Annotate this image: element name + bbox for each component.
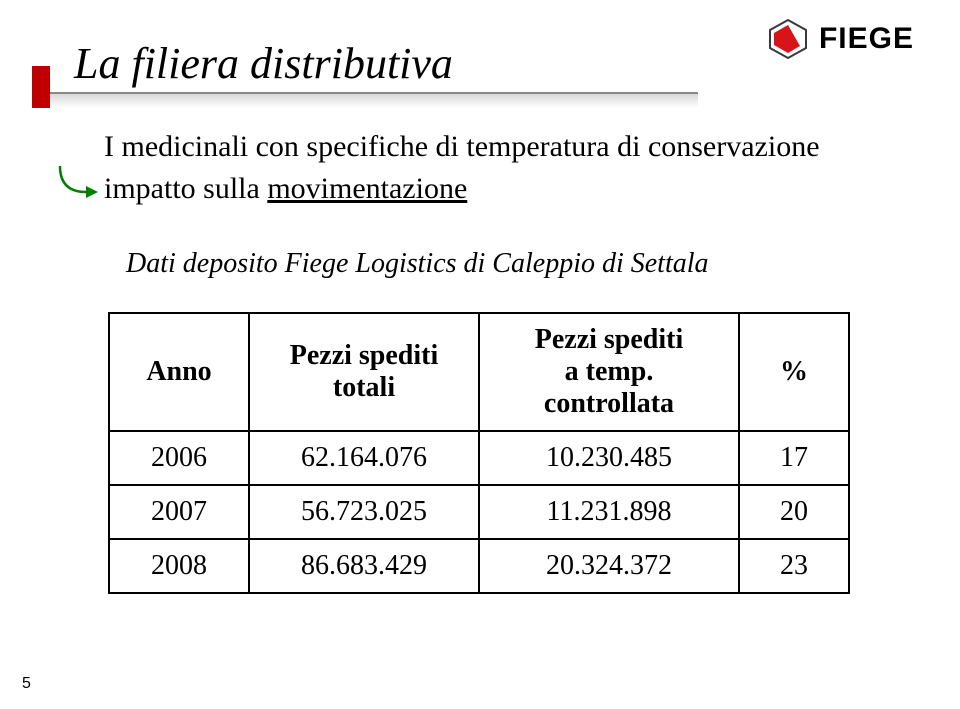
col-header-temp-l1: Pezzi spediti [535, 324, 684, 355]
body-line-2: impatto sulla movimentazione [104, 172, 467, 206]
cell-anno: 2006 [109, 431, 249, 485]
body-line-1: I medicinali con specifiche di temperatu… [104, 130, 820, 164]
cell-pct: 20 [739, 485, 849, 539]
col-header-temp-l2: a temp. controllata [544, 356, 674, 419]
col-header-pct: % [739, 313, 849, 431]
body-line-2-underlined: movimentazione [267, 172, 467, 205]
col-header-temp: Pezzi spediti a temp. controllata [479, 313, 739, 431]
title-gradient [48, 94, 698, 108]
col-header-totali-l2: totali [333, 372, 395, 403]
table-row: 2007 56.723.025 11.231.898 20 [109, 485, 849, 539]
table-row: 2008 86.683.429 20.324.372 23 [109, 539, 849, 593]
cell-totali: 62.164.076 [249, 431, 479, 485]
title-accent-box [32, 66, 50, 108]
cell-temp: 11.231.898 [479, 485, 739, 539]
fiege-logo-icon [767, 18, 809, 60]
table-row: 2006 62.164.076 10.230.485 17 [109, 431, 849, 485]
table-caption: Dati deposito Fiege Logistics di Caleppi… [126, 248, 709, 280]
table-header-row: Anno Pezzi spediti totali Pezzi spediti … [109, 313, 849, 431]
curved-arrow-icon [56, 162, 100, 202]
fiege-logo: FIEGE [767, 18, 914, 60]
cell-temp: 20.324.372 [479, 539, 739, 593]
slide: La filiera distributiva FIEGE I medicina… [0, 0, 960, 709]
cell-totali: 56.723.025 [249, 485, 479, 539]
data-table: Anno Pezzi spediti totali Pezzi spediti … [108, 312, 850, 594]
cell-anno: 2008 [109, 539, 249, 593]
col-header-anno: Anno [109, 313, 249, 431]
cell-temp: 10.230.485 [479, 431, 739, 485]
page-number: 5 [22, 675, 31, 693]
fiege-logo-text: FIEGE [819, 22, 914, 56]
title-underline [48, 92, 698, 94]
col-header-totali: Pezzi spediti totali [249, 313, 479, 431]
cell-pct: 17 [739, 431, 849, 485]
cell-pct: 23 [739, 539, 849, 593]
slide-title: La filiera distributiva [74, 38, 453, 89]
cell-anno: 2007 [109, 485, 249, 539]
cell-totali: 86.683.429 [249, 539, 479, 593]
col-header-totali-l1: Pezzi spediti [290, 340, 439, 371]
body-line-2-prefix: impatto sulla [104, 172, 267, 205]
